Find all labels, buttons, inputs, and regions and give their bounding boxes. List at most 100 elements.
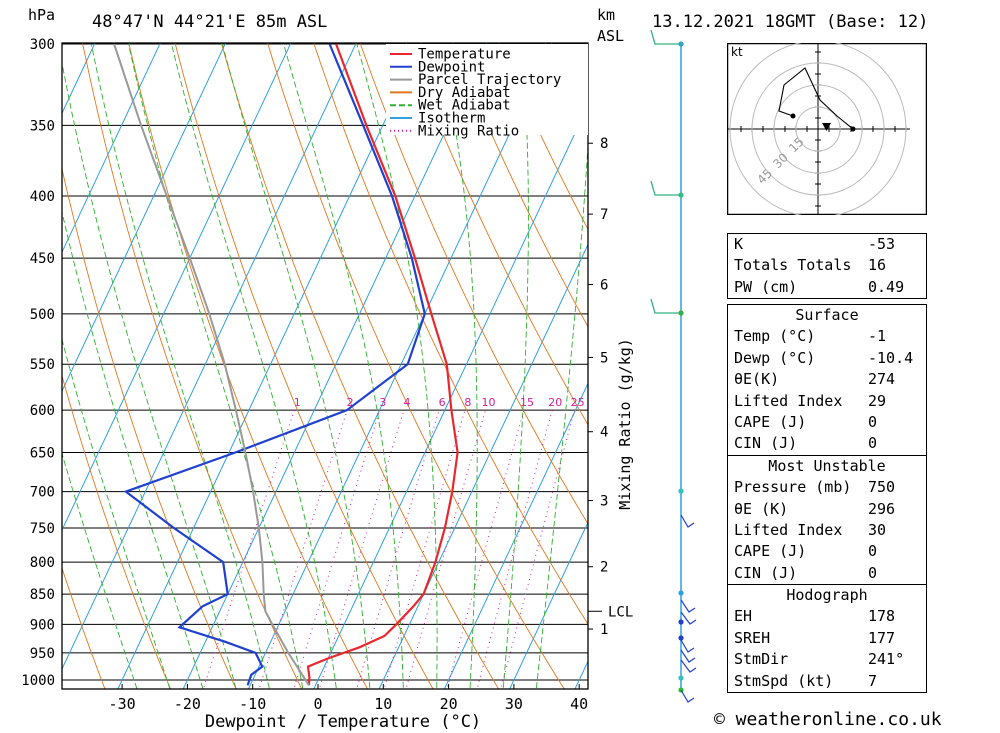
x-tick-label: 0 <box>313 695 322 713</box>
isotherm-line <box>62 43 227 393</box>
km-tick-label: 7 <box>600 207 608 223</box>
x-tick-label: -30 <box>109 695 136 713</box>
mu-cape-label: CAPE (J) <box>734 542 807 561</box>
km-tick-label: 1 <box>600 622 608 638</box>
mixing-ratio-label: 15 <box>520 396 534 409</box>
surface-title: Surface <box>795 306 859 324</box>
isotherm-line <box>509 521 588 689</box>
isotherm-line <box>62 43 96 115</box>
unit-km-label: km <box>597 6 616 24</box>
hodo-table-title: Hodograph <box>728 584 926 606</box>
wind-barb-icon <box>680 689 695 703</box>
mu-li-value: 30 <box>868 520 887 539</box>
mixing-ratio-label: 4 <box>403 396 410 409</box>
dry-adiabat <box>174 43 434 689</box>
dry-adiabat <box>267 43 565 689</box>
mixing-ratio-line <box>383 410 466 689</box>
wind-level-dot <box>678 675 684 681</box>
wet-adiabat <box>283 43 404 689</box>
x-tick-label: -20 <box>174 695 201 713</box>
hodograph-unit-label: kt <box>731 45 743 59</box>
pressure-tick-label: 750 <box>30 521 55 537</box>
mixing-ratio-label: 6 <box>439 396 446 409</box>
tt-value: 16 <box>868 256 887 275</box>
lcl-label: LCL <box>608 604 633 620</box>
pressure-tick-label: 450 <box>30 251 55 267</box>
mixing-ratio-label: 2 <box>347 396 354 409</box>
wind-barb-icon <box>680 649 696 663</box>
eh-value: 178 <box>868 607 896 626</box>
mixing-ratio-label: 20 <box>548 396 562 409</box>
x-tick-label: 40 <box>570 695 588 713</box>
surface-dewp-value: -10.4 <box>868 348 914 367</box>
dry-adiabat <box>220 43 500 689</box>
stmspd-label: StmSpd (kt) <box>734 671 834 690</box>
mu-cin-value: 0 <box>868 563 878 582</box>
legend-label: Parcel Trajectory <box>418 72 561 88</box>
isotherm-line <box>117 43 423 689</box>
dry-adiabat <box>938 8 1000 706</box>
surface-cin-label: CIN (J) <box>734 434 798 453</box>
sreh-value: 177 <box>868 628 896 647</box>
wind-barb-icon <box>650 29 681 45</box>
mixing-ratio-line <box>500 410 576 689</box>
wind-profile <box>650 29 697 703</box>
isotherm-line <box>443 382 588 689</box>
x-tick-label: -10 <box>239 695 266 713</box>
mixing-ratio-label: 3 <box>379 396 386 409</box>
temperature-line <box>306 43 459 686</box>
mixing-ratio-line <box>446 410 525 689</box>
wet-adiabat <box>535 137 588 689</box>
wet-adiabat <box>62 60 237 689</box>
legend-box <box>386 44 588 135</box>
mu-thetae-value: 296 <box>868 499 896 518</box>
hodograph-point <box>850 126 856 132</box>
dry-adiabat <box>405 43 588 426</box>
pressure-tick-label: 600 <box>30 403 55 419</box>
wind-barb-icon <box>680 611 697 625</box>
dry-adiabat <box>62 566 106 689</box>
k-label: K <box>734 235 744 253</box>
stmdir-label: StmDir <box>734 650 789 669</box>
pw-value: 0.49 <box>868 277 905 296</box>
isotherm-line <box>62 43 161 254</box>
wet-adiabat <box>128 43 304 689</box>
km-tick-label: 3 <box>600 494 608 510</box>
stmspd-value: 7 <box>868 671 878 690</box>
dry-adiabat <box>62 374 172 689</box>
dewpoint-line <box>123 43 426 686</box>
surface-li-value: 29 <box>868 391 887 410</box>
unit-asl-label: ASL <box>597 27 625 45</box>
pressure-tick-label: 850 <box>30 587 55 603</box>
km-tick-label: 6 <box>600 278 608 294</box>
wet-adiabat <box>221 43 371 689</box>
hodograph-ring <box>795 106 841 152</box>
wet-adiabat <box>502 43 529 689</box>
pressure-tick-label: 300 <box>30 37 55 53</box>
wind-level-dot <box>678 635 684 641</box>
hodograph-point <box>790 113 796 119</box>
surface-temp-value: -1 <box>868 327 887 346</box>
pressure-tick-label: 700 <box>30 485 55 501</box>
tt-label: Totals Totals <box>734 256 852 275</box>
pressure-tick-label: 1000 <box>21 673 55 689</box>
wind-level-dot <box>678 590 684 596</box>
x-tick-label: 20 <box>440 695 458 713</box>
wind-barb-icon <box>680 659 697 673</box>
mixing-ratio-label: 25 <box>571 396 585 409</box>
wind-barb-icon <box>680 599 696 613</box>
k-value: -53 <box>868 235 896 253</box>
legend-label: Dry Adiabat <box>418 85 511 101</box>
location-title: 48°47'N 44°21'E 85m ASL <box>92 12 328 32</box>
wet-adiabat <box>62 337 171 689</box>
mu-cape-value: 0 <box>868 542 878 561</box>
plot-frame <box>61 42 589 690</box>
pressure-tick-label: 950 <box>30 646 55 662</box>
km-tick-label: 2 <box>600 560 608 576</box>
date-title: 13.12.2021 18GMT (Base: 12) <box>652 12 929 32</box>
pressure-tick-label: 900 <box>30 617 55 633</box>
copyright-link[interactable]: © weatheronline.co.uk <box>714 709 942 730</box>
dry-adiabat <box>452 43 588 328</box>
